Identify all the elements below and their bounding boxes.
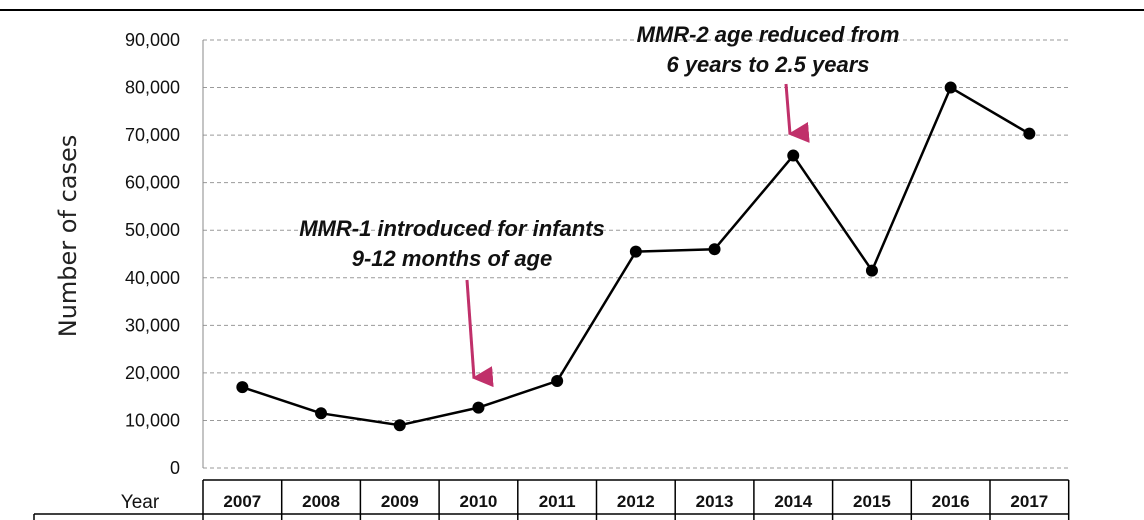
annotation-text: MMR-1 introduced for infants [299,216,605,241]
annotation-arrow [465,279,494,388]
y-tick-label: 60,000 [125,173,180,193]
data-point [551,374,564,387]
y-tick-label: 0 [170,458,180,478]
year-cell: 2007 [223,492,261,511]
annotation-text: 9-12 months of age [352,246,552,271]
annotation-text: 6 years to 2.5 years [666,52,869,77]
year-cell: 2009 [381,492,419,511]
gridlines [203,39,1070,469]
data-point [708,243,721,256]
data-point [472,401,485,414]
data-point [865,264,878,277]
year-cell: 2016 [932,492,970,511]
data-point [629,245,642,258]
year-cell: 2008 [302,492,340,511]
data-point [787,149,800,162]
annotation-text: MMR-2 age reduced from [637,22,900,47]
data-points [236,81,1036,432]
y-tick-label: 40,000 [125,268,180,288]
y-tick-label: 50,000 [125,220,180,240]
data-point [944,81,957,94]
y-axis-label: Number of cases [54,135,82,337]
annotations: MMR-1 introduced for infants 9-12 months … [299,22,900,388]
year-cell: 2014 [774,492,812,511]
y-tick-label: 10,000 [125,410,180,430]
annotation-arrow [784,83,810,143]
y-tick-label: 80,000 [125,78,180,98]
data-point [1023,127,1036,140]
year-cell: 2013 [696,492,734,511]
y-tick-label: 90,000 [125,30,180,50]
year-cell: 2015 [853,492,891,511]
data-point [393,419,406,432]
y-tick-labels: 0 10,000 20,000 30,000 40,000 50,000 60,000 70,… [125,30,180,478]
y-tick-label: 70,000 [125,125,180,145]
y-tick-label: 30,000 [125,315,180,335]
year-cell: 2010 [460,492,498,511]
year-table: Year 2007 2008 2009 2010 2011 2012 2013 2014 2015… [33,479,1070,520]
data-point [236,381,249,394]
year-cell: 2011 [539,492,576,511]
data-point [315,407,328,420]
year-cell: 2017 [1010,492,1048,511]
y-tick-label: 20,000 [125,363,180,383]
year-cell: 2012 [617,492,655,511]
year-table-header: Year [121,492,160,513]
